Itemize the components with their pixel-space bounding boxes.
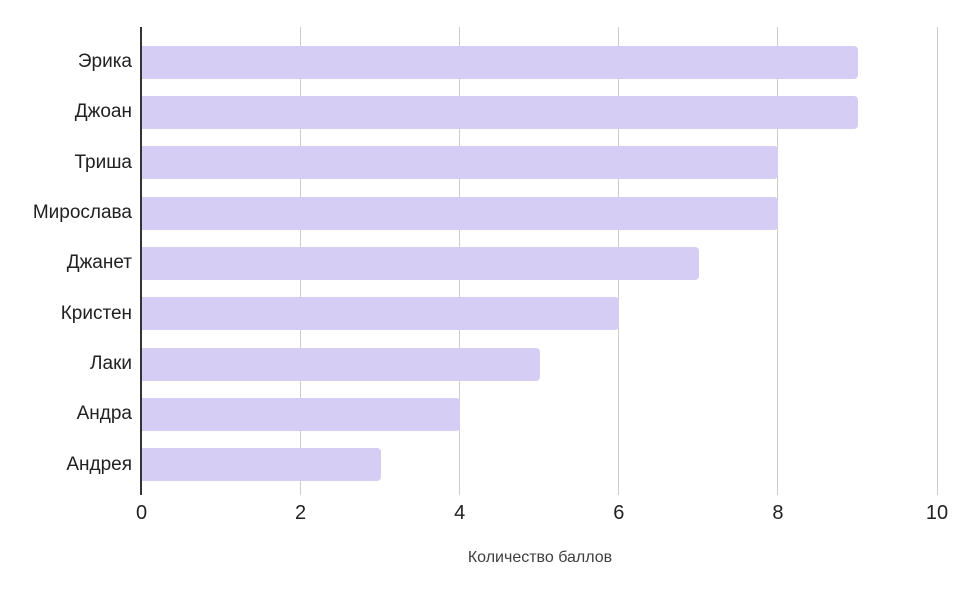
bar	[142, 448, 381, 482]
bar	[142, 246, 699, 280]
x-tick-label: 0	[135, 502, 148, 524]
chart-row: Андра	[0, 389, 966, 439]
category-label: Эрика	[77, 51, 132, 73]
bar	[142, 95, 858, 129]
category-label: Лаки	[90, 353, 132, 375]
category-label: Андра	[76, 403, 132, 425]
bar	[142, 196, 779, 230]
category-label: Джоан	[74, 101, 132, 123]
bar	[142, 297, 620, 331]
category-label: Андрея	[66, 453, 132, 475]
bar	[142, 146, 779, 180]
category-label: Триша	[74, 151, 132, 173]
x-tick-label: 4	[454, 502, 466, 524]
bar	[142, 45, 858, 79]
bar	[142, 397, 461, 431]
chart-row: Джанет	[0, 238, 966, 288]
chart-row: Джоан	[0, 87, 966, 137]
x-tick-label: 8	[772, 502, 784, 524]
x-axis-title: Количество баллов	[467, 549, 613, 566]
plot-area: Эрика Джоан Триша Мирослава Джанет Кристен Лак…	[0, 37, 966, 490]
chart-row: Кристен	[0, 289, 966, 339]
bar	[142, 347, 540, 381]
chart-row: Триша	[0, 138, 966, 188]
chart-row: Мирослава	[0, 188, 966, 238]
gridline	[936, 27, 938, 495]
x-tick-label: 10	[925, 502, 949, 524]
gridline	[777, 27, 779, 495]
category-label: Мирослава	[32, 202, 132, 224]
category-label: Джанет	[66, 252, 132, 274]
chart-row: Эрика	[0, 37, 966, 87]
chart-row: Лаки	[0, 339, 966, 389]
x-axis-baseline	[140, 27, 142, 495]
chart-row: Андрея	[0, 440, 966, 490]
category-label: Кристен	[60, 302, 132, 324]
x-tick-label: 6	[613, 502, 625, 524]
x-tick-label: 2	[295, 502, 307, 524]
